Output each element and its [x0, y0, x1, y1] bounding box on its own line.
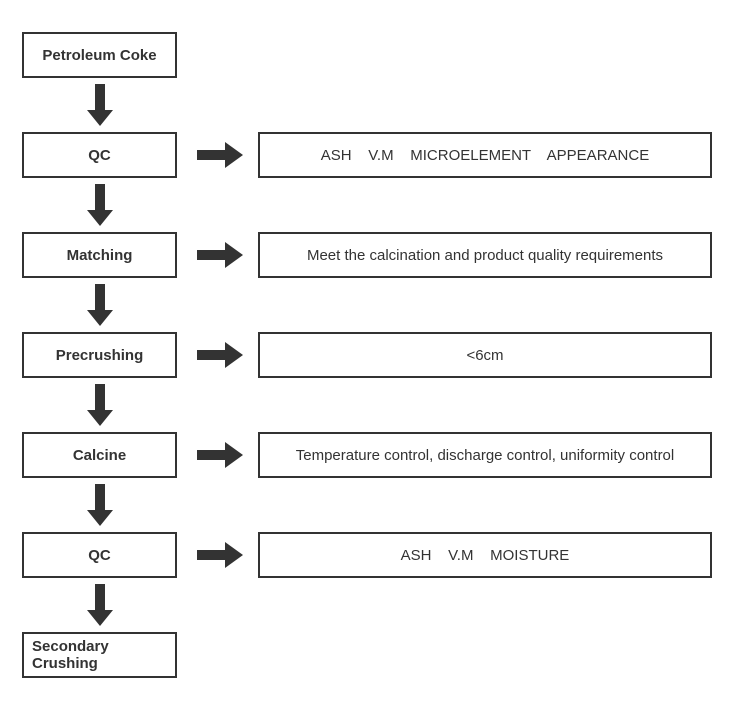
node-label: Matching — [67, 247, 133, 264]
arrow-down-icon — [85, 282, 115, 328]
detail-label: ASH V.M MOISTURE — [401, 547, 570, 564]
process-node-secondary-crushing: Secondary Crushing — [22, 632, 177, 678]
arrow-down-icon — [85, 82, 115, 128]
arrow-right-icon — [195, 340, 245, 370]
detail-label: ASH V.M MICROELEMENT APPEARANCE — [321, 147, 649, 164]
node-label: Calcine — [73, 447, 126, 464]
process-node-qc-2: QC — [22, 532, 177, 578]
detail-node-qc-2: ASH V.M MOISTURE — [258, 532, 712, 578]
arrow-right-icon — [195, 540, 245, 570]
node-label: Precrushing — [56, 347, 144, 364]
detail-label: Meet the calcination and product quality… — [307, 247, 663, 264]
node-label: QC — [88, 547, 111, 564]
node-label: Secondary Crushing — [32, 638, 167, 672]
process-node-calcine: Calcine — [22, 432, 177, 478]
node-label: QC — [88, 147, 111, 164]
process-node-petroleum-coke: Petroleum Coke — [22, 32, 177, 78]
arrow-right-icon — [195, 440, 245, 470]
arrow-down-icon — [85, 382, 115, 428]
detail-node-qc-1: ASH V.M MICROELEMENT APPEARANCE — [258, 132, 712, 178]
arrow-down-icon — [85, 482, 115, 528]
arrow-right-icon — [195, 240, 245, 270]
arrow-down-icon — [85, 582, 115, 628]
arrow-right-icon — [195, 140, 245, 170]
process-node-precrushing: Precrushing — [22, 332, 177, 378]
detail-node-precrushing: <6cm — [258, 332, 712, 378]
detail-node-calcine: Temperature control, discharge control, … — [258, 432, 712, 478]
process-node-matching: Matching — [22, 232, 177, 278]
detail-label: <6cm — [466, 347, 503, 364]
arrow-down-icon — [85, 182, 115, 228]
detail-node-matching: Meet the calcination and product quality… — [258, 232, 712, 278]
detail-label: Temperature control, discharge control, … — [296, 447, 675, 464]
node-label: Petroleum Coke — [42, 47, 156, 64]
process-node-qc-1: QC — [22, 132, 177, 178]
